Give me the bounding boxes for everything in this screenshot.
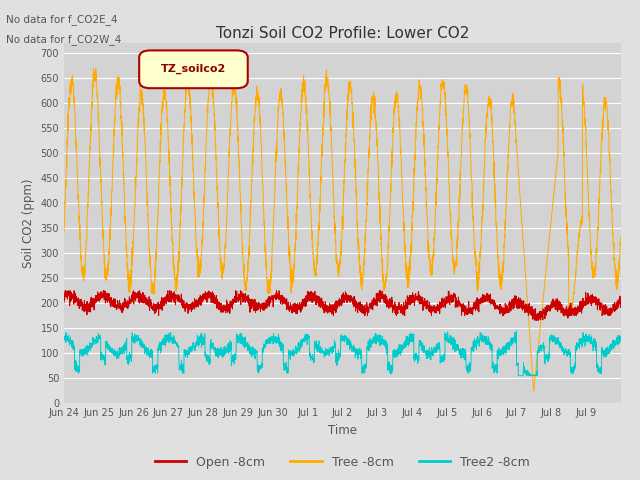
FancyBboxPatch shape bbox=[139, 50, 248, 88]
Y-axis label: Soil CO2 (ppm): Soil CO2 (ppm) bbox=[22, 179, 35, 268]
Text: No data for f_CO2E_4: No data for f_CO2E_4 bbox=[6, 14, 118, 25]
Text: TZ_soilco2: TZ_soilco2 bbox=[161, 64, 227, 74]
Text: No data for f_CO2W_4: No data for f_CO2W_4 bbox=[6, 34, 122, 45]
X-axis label: Time: Time bbox=[328, 424, 357, 437]
Legend: Open -8cm, Tree -8cm, Tree2 -8cm: Open -8cm, Tree -8cm, Tree2 -8cm bbox=[150, 451, 534, 474]
Title: Tonzi Soil CO2 Profile: Lower CO2: Tonzi Soil CO2 Profile: Lower CO2 bbox=[216, 25, 469, 41]
